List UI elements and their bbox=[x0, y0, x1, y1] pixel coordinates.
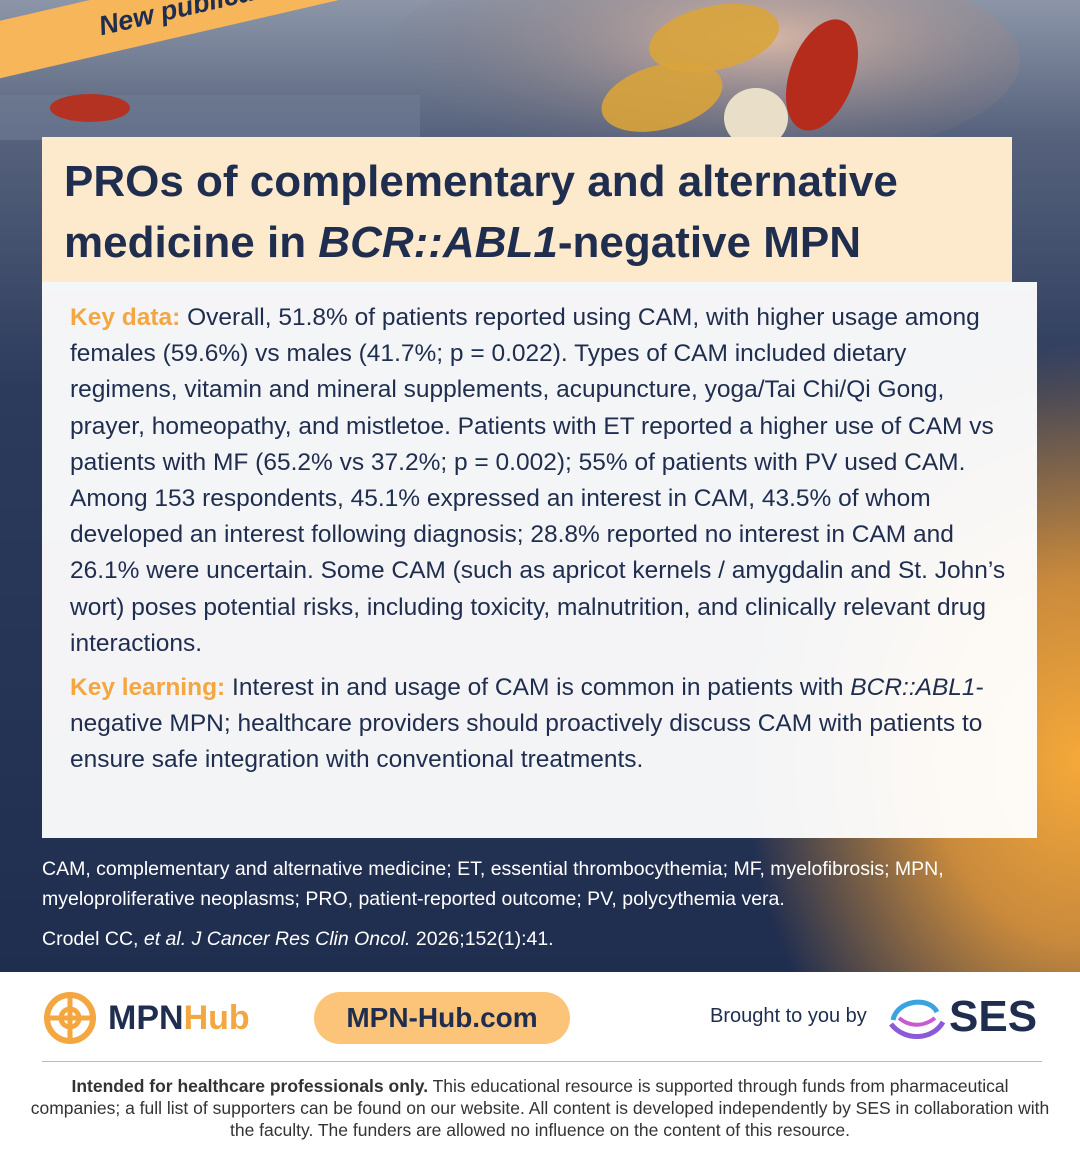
pill bbox=[785, 19, 859, 131]
abbreviations: CAM, complementary and alternative medic… bbox=[42, 858, 944, 910]
logo-icon bbox=[44, 992, 96, 1044]
key-data-label: Key data: bbox=[70, 304, 181, 331]
content-box: Key data: Overall, 51.8% of patients rep… bbox=[42, 282, 1037, 838]
key-learning: Key learning: Interest in and usage of C… bbox=[70, 670, 1009, 779]
disclaimer-bold: Intended for healthcare professionals on… bbox=[71, 1076, 429, 1096]
disclaimer-text: This educational resource is supported t… bbox=[30, 1076, 1050, 1140]
logo-text: Hub bbox=[183, 998, 250, 1037]
key-learning-gene: BCR::ABL1 bbox=[850, 674, 976, 702]
photo-pills bbox=[0, 0, 1020, 170]
pill bbox=[50, 94, 130, 122]
divider bbox=[42, 1061, 1042, 1062]
footer: MPN Hub MPN-Hub.com Brought to you by SES… bbox=[0, 972, 1080, 1159]
title-gene: BCR::ABL1 bbox=[318, 218, 558, 267]
key-data-text: Overall, 51.8% of patients reported usin… bbox=[70, 304, 1006, 657]
key-learning-text: Interest in and usage of CAM is common i… bbox=[232, 674, 851, 702]
title-text: -negative MPN bbox=[557, 218, 861, 267]
website-button[interactable]: MPN-Hub.com bbox=[314, 992, 570, 1044]
pill bbox=[649, 3, 779, 73]
title: PROs of complementary and alternative me… bbox=[42, 137, 1012, 282]
disclaimer: Intended for healthcare professionals on… bbox=[30, 1075, 1050, 1141]
citation-authors: Crodel CC, bbox=[42, 928, 144, 950]
citation: Crodel CC, et al. J Cancer Res Clin Onco… bbox=[42, 928, 554, 951]
logo: MPN Hub bbox=[42, 990, 250, 1046]
citation-journal: et al. J Cancer Res Clin Oncol. bbox=[143, 928, 411, 950]
key-learning-label: Key learning: bbox=[70, 674, 226, 702]
sponsor-icon bbox=[889, 999, 946, 1039]
sponsor-logo: SES bbox=[885, 992, 1037, 1042]
citation-volume: 2026;152(1):41. bbox=[410, 928, 554, 950]
pill bbox=[724, 88, 788, 148]
sponsor-name: SES bbox=[949, 992, 1038, 1041]
title-text: PROs of complementary and alternative me… bbox=[64, 157, 898, 267]
card: New publication PROs of complementary an… bbox=[0, 0, 1080, 972]
brought-by: Brought to you by bbox=[710, 1005, 867, 1027]
logo-text: MPN bbox=[108, 998, 184, 1037]
pill bbox=[601, 62, 723, 132]
key-data: Key data: Overall, 51.8% of patients rep… bbox=[70, 300, 1009, 662]
key-learning-text: -negative MPN; healthcare providers shou… bbox=[70, 674, 984, 774]
